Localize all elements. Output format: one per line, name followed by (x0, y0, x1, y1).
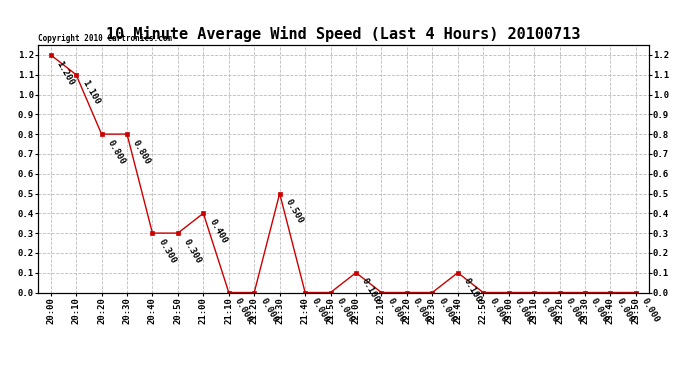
Text: 0.100: 0.100 (462, 277, 483, 304)
Text: 0.000: 0.000 (589, 297, 611, 324)
Text: 0.000: 0.000 (309, 297, 331, 324)
Text: 0.000: 0.000 (538, 297, 560, 324)
Text: 0.300: 0.300 (157, 237, 178, 265)
Text: 0.000: 0.000 (386, 297, 407, 324)
Text: 0.000: 0.000 (437, 297, 457, 324)
Text: 1.100: 1.100 (80, 79, 101, 106)
Text: 0.000: 0.000 (487, 297, 509, 324)
Text: Copyright 2010 Cartronics.com: Copyright 2010 Cartronics.com (38, 33, 172, 42)
Text: 0.000: 0.000 (411, 297, 432, 324)
Title: 10 Minute Average Wind Speed (Last 4 Hours) 20100713: 10 Minute Average Wind Speed (Last 4 Hou… (106, 27, 580, 42)
Text: 0.000: 0.000 (640, 297, 661, 324)
Text: 0.500: 0.500 (284, 198, 305, 225)
Text: 0.800: 0.800 (106, 138, 127, 166)
Text: 0.000: 0.000 (258, 297, 279, 324)
Text: 0.300: 0.300 (182, 237, 204, 265)
Text: 0.000: 0.000 (233, 297, 254, 324)
Text: 1.200: 1.200 (55, 59, 76, 87)
Text: 0.100: 0.100 (360, 277, 382, 304)
Text: 0.000: 0.000 (615, 297, 635, 324)
Text: 0.400: 0.400 (208, 217, 228, 245)
Text: 0.000: 0.000 (335, 297, 356, 324)
Text: 0.000: 0.000 (513, 297, 534, 324)
Text: 0.000: 0.000 (564, 297, 585, 324)
Text: 0.800: 0.800 (131, 138, 152, 166)
